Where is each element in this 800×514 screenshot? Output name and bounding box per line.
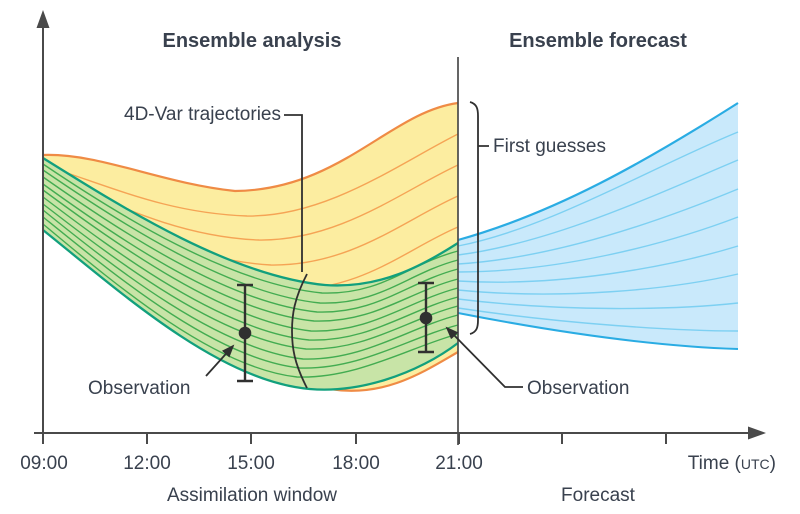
forecast-trajectory xyxy=(457,188,739,265)
callout-lines xyxy=(205,101,523,389)
ensemble-forecast-title: Ensemble forecast xyxy=(509,30,687,52)
forecast-trajectory xyxy=(457,131,739,247)
analysis-band-bottom-edge xyxy=(42,229,459,391)
trajectories-pointer-line xyxy=(284,114,303,272)
time-axis-label-unit: UTC xyxy=(741,456,770,472)
observation-left-label: Observation xyxy=(88,378,190,399)
forecast-period-label: Forecast xyxy=(561,485,636,506)
analysis-trajectory xyxy=(42,216,459,369)
analysis-trajectory xyxy=(42,209,459,360)
ensemble-analysis-title: Ensemble analysis xyxy=(163,30,342,52)
forecast-trajectories xyxy=(457,131,739,332)
x-tick-label-2100: 21:00 xyxy=(435,453,483,474)
time-axis-label-suffix: ) xyxy=(770,453,776,474)
analysis-trajectory xyxy=(42,203,459,350)
trajectories-brace xyxy=(291,273,308,389)
analysis-trajectory xyxy=(42,196,459,341)
forecast-trajectory xyxy=(457,245,739,283)
x-tick-label-0900: 09:00 xyxy=(20,453,68,474)
forecast-trajectory xyxy=(457,298,739,310)
observation-right-arrow xyxy=(445,326,523,388)
x-tick-label-1500: 15:00 xyxy=(227,453,275,474)
x-tick-label-1800: 18:00 xyxy=(332,453,380,474)
time-axis-label: Time (UTC) xyxy=(688,453,776,474)
x-axis-arrowhead xyxy=(748,426,766,440)
first-guess-band-top-edge xyxy=(42,101,459,193)
assimilation-window-label: Assimilation window xyxy=(167,485,337,506)
axis-arrowheads xyxy=(36,10,766,440)
analysis-trajectory xyxy=(42,183,459,322)
time-axis-label-prefix: Time ( xyxy=(688,453,742,474)
band-ensemble-forecast xyxy=(457,102,739,350)
analysis-trajectory xyxy=(42,223,459,378)
observations xyxy=(237,281,434,383)
observation-error-bars xyxy=(237,281,434,383)
observation-left-dot xyxy=(238,326,252,340)
x-tick-label-1200: 12:00 xyxy=(123,453,171,474)
axes xyxy=(34,25,752,444)
forecast-band-bottom-edge xyxy=(457,312,739,350)
trajectories-label: 4D-Var trajectories xyxy=(124,104,281,125)
observation-left-arrow xyxy=(205,344,235,377)
forecast-band-top-edge xyxy=(457,102,739,242)
forecast-trajectory xyxy=(457,307,739,332)
first-guesses-bracket xyxy=(469,101,489,335)
analysis-band-fill xyxy=(43,158,458,390)
forecast-trajectory xyxy=(457,159,739,256)
forecast-trajectory xyxy=(457,216,739,273)
observation-right-dot xyxy=(419,311,433,325)
first-guesses-label: First guesses xyxy=(493,136,606,157)
forecast-band-fill xyxy=(458,103,738,349)
analysis-band-top-edge xyxy=(42,157,459,287)
observation-right-label: Observation xyxy=(527,378,629,399)
forecast-trajectory xyxy=(457,273,739,295)
analysis-trajectory xyxy=(42,189,459,332)
first-guess-trajectory xyxy=(42,133,459,217)
diagram-labels: Ensemble analysis Ensemble forecast 4D-V… xyxy=(20,30,776,506)
y-axis-arrowhead xyxy=(36,10,50,28)
